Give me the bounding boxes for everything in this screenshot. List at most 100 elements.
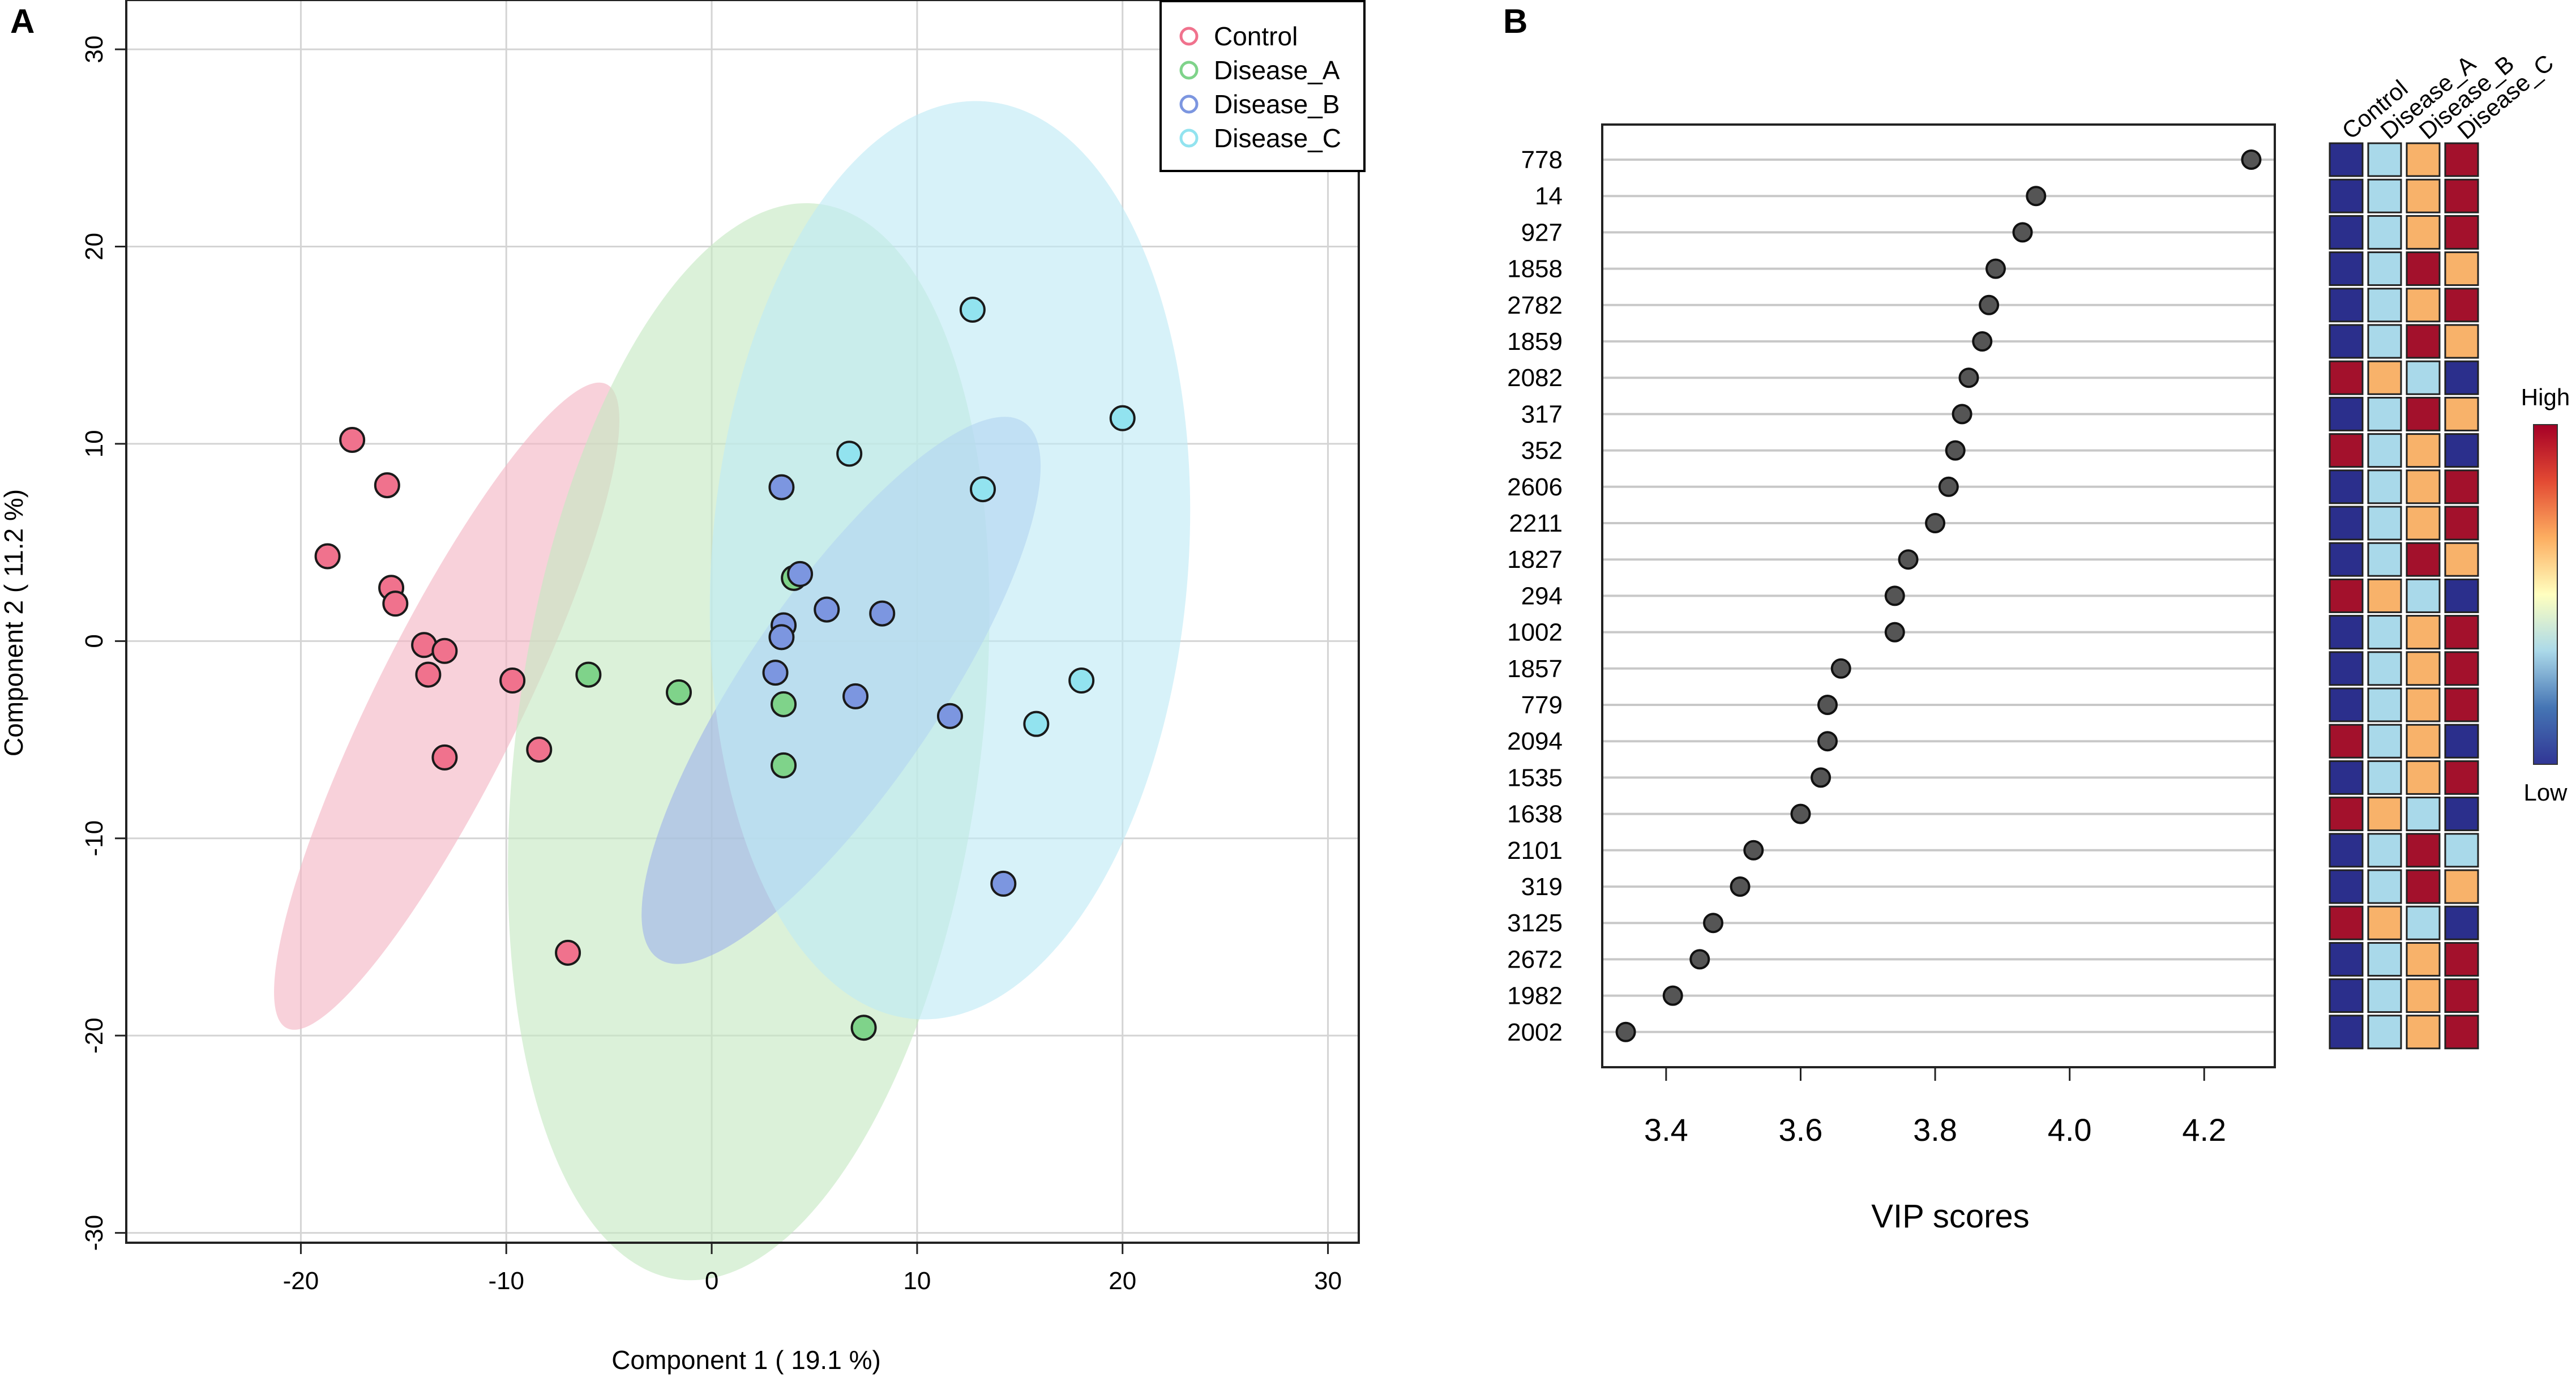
vip-dots [1615,149,2262,1042]
feature-label: 779 [1521,691,1563,719]
heatmap-cell [2406,833,2441,868]
vip-dot [1972,331,1993,352]
heatmap-cell [2367,1015,2402,1050]
heatmap-cell [2329,215,2364,250]
point-control [499,668,526,694]
point-control [415,661,442,688]
point-disease-b [842,683,869,709]
heatmap-cell [2367,724,2402,759]
vip-dot [1945,440,1966,461]
heatmap-cell [2367,360,2402,395]
heatmap-cell [2367,978,2402,1013]
y-tick-label: -10 [80,820,108,857]
scatter-legend: Control Disease_A Disease_B Disease_C [1159,0,1366,172]
panel-a-label: A [10,2,35,40]
heatmap-cell [2444,1015,2479,1050]
y-tick-label: 20 [80,233,108,260]
vip-dot [1938,476,1959,497]
vip-dot [1952,404,1972,425]
feature-label: 2606 [1507,473,1563,501]
heatmap-cell [2367,905,2402,940]
feature-label: 294 [1521,582,1563,610]
vip-dot [1703,913,1724,934]
heatmap-cell [2444,797,2479,832]
feature-label: 1827 [1507,546,1563,574]
heatmap-cell [2329,178,2364,213]
vip-dot [1958,367,1979,388]
vip-dot [2241,149,2262,170]
heatmap-cell [2329,615,2364,650]
point-disease-b [814,596,840,623]
heatmap-cell [2329,288,2364,323]
x-tick-label: 10 [903,1267,931,1295]
feature-label: 2094 [1507,728,1563,755]
vip-tick-label: 4.0 [2048,1112,2092,1148]
feature-label: 1535 [1507,764,1563,791]
heatmap-cell [2444,142,2479,177]
feature-label: 319 [1521,873,1563,901]
heatmap-cell [2444,251,2479,286]
point-disease-a [771,691,797,717]
feature-label: 2101 [1507,837,1563,865]
heatmap-cell [2406,324,2441,359]
point-disease-b [762,660,789,686]
heatmap-cell [2406,178,2441,213]
heatmap-cell [2406,651,2441,686]
heatmap-cell [2406,724,2441,759]
point-control [374,472,400,499]
heatmap-cell [2329,251,2364,286]
point-disease-c [836,440,863,467]
feature-label: 317 [1521,400,1563,428]
heatmap-cell [2444,760,2479,795]
legend-label: Control [1214,22,1298,51]
y-tick-label: 0 [80,634,108,648]
point-disease-c [1068,668,1095,694]
pls-da-scatter-panel: -20 -10 0 10 20 30 -30 -20 -10 0 10 20 30 Component… [0,0,1366,1375]
vip-dot [1925,513,1946,533]
vip-dot [1689,949,1710,970]
point-disease-b [768,474,795,500]
vip-dot [1884,622,1905,643]
heatmap-cell [2367,760,2402,795]
heatmap-cell [2329,833,2364,868]
vip-dot [1615,1021,1636,1042]
point-disease-c [970,476,996,503]
vip-dot [1790,803,1811,824]
heatmap-cell [2444,942,2479,977]
heatmap-cell [2406,578,2441,613]
point-control [431,637,458,664]
heatmap-cell [2406,978,2441,1013]
colorbar-low-label: Low [2523,779,2568,806]
heatmap-cell [2444,833,2479,868]
heatmap-cell [2444,360,2479,395]
heatmap-cell [2367,324,2402,359]
point-disease-c [1109,405,1136,431]
vip-dot [1985,258,2006,279]
heatmap-cell [2329,396,2364,431]
heatmap-cell [2406,615,2441,650]
scatter-points [314,297,1136,1041]
heatmap-cell [2406,288,2441,323]
heatmap-cell [2329,506,2364,541]
heatmap-cell [2329,942,2364,977]
y-tick-label: -30 [80,1215,108,1251]
scatter-y-axis: -30 -20 -10 0 10 20 30 [80,36,126,1251]
point-control [526,736,553,763]
feature-label: 2211 [1509,510,1563,537]
point-disease-a [666,679,692,705]
vip-x-axis-title: VIP scores [1871,1198,2029,1235]
legend-label: Disease_B [1214,89,1340,119]
heatmap-cell [2406,760,2441,795]
vip-dot [1743,840,1764,861]
point-control [382,591,409,617]
feature-label: 778 [1521,146,1563,174]
heatmap-cell [2367,142,2402,177]
legend-marker-icon [1179,129,1199,148]
heatmap-cell [2329,797,2364,832]
point-control [555,939,581,966]
point-disease-a [850,1015,877,1041]
heatmap-cell [2329,142,2364,177]
heatmap-cell [2444,905,2479,940]
heatmap-cell [2367,215,2402,250]
